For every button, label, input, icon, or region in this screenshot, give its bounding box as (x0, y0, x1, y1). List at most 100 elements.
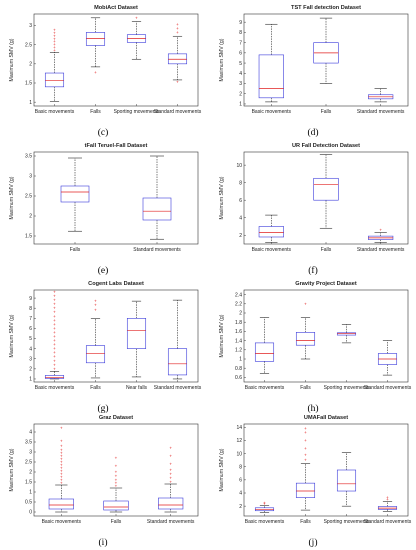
chart-title: Gravity Project Dataset (295, 281, 357, 287)
y-tick-label: 2 (29, 470, 32, 476)
panel-label: (f) (308, 266, 318, 276)
outlier-point: + (60, 426, 63, 431)
y-tick-label: 2.4 (235, 292, 242, 298)
box (258, 226, 284, 238)
outlier-point: + (304, 452, 307, 457)
outlier-point: + (53, 306, 56, 311)
y-tick-label: 1.6 (235, 329, 242, 335)
box (254, 342, 275, 362)
x-tick-label: Standard movements (357, 109, 405, 115)
outlier-point: + (169, 476, 172, 481)
outlier-point: + (115, 464, 118, 469)
x-tick-label: Basic movements (35, 385, 75, 391)
y-tick-label: 8 (239, 30, 242, 36)
outlier-point: + (176, 30, 179, 35)
outlier-point: + (53, 310, 56, 315)
y-tick-label: 3 (29, 174, 32, 180)
boxplot-chart: Gravity Project Dataset Maximum SMV (g) 0.… (219, 281, 412, 391)
outlier-point: + (53, 36, 56, 41)
chart-title: UR Fall Detection Dataset (292, 143, 360, 149)
x-tick-label: Basic movements (252, 109, 292, 115)
x-tick-label: Basic movements (252, 247, 292, 253)
outlier-point: + (53, 34, 56, 39)
box (103, 500, 129, 511)
axes-frame (243, 289, 409, 383)
x-tick-label: Sporting movements (114, 109, 160, 115)
outlier-point: + (60, 454, 63, 459)
outlier-point: + (176, 80, 179, 85)
y-tick-label: 1.2 (235, 348, 242, 354)
y-tick-label: 2.5 (25, 460, 32, 466)
x-tick-label: Standard movements (154, 385, 202, 391)
axes-frame (33, 289, 199, 383)
y-tick-label: 1.8 (235, 320, 242, 326)
y-tick-label: 3 (239, 81, 242, 87)
outlier-point: + (169, 480, 172, 485)
boxplot-chart: MobiAct Dataset Maximum SMV (g) 1 1.5 2 2.5 3 B… (9, 5, 202, 115)
outlier-point: + (135, 15, 138, 20)
outlier-point: + (53, 350, 56, 355)
chart-title: Cogent Labs Dataset (88, 281, 144, 287)
outlier-point: + (60, 463, 63, 468)
chart-panel: tFall Teruel-Fall Dataset Maximum SMV (g)… (2, 140, 204, 262)
y-tick-label: 2 (239, 504, 242, 510)
boxplot-chart: UMAFall Dataset Maximum SMV (g) 2 4 6 8 10 12 14… (219, 415, 412, 525)
outlier-point: + (94, 299, 97, 304)
y-tick-label: 1 (29, 377, 32, 383)
y-tick-label: 2 (29, 214, 32, 220)
box (295, 332, 316, 346)
y-tick-label: 7 (29, 316, 32, 322)
box (44, 72, 65, 88)
x-tick-label: Standard movements (133, 247, 181, 253)
outlier-point: + (53, 346, 56, 351)
outlier-point: + (115, 456, 118, 461)
outlier-point: + (60, 478, 63, 483)
outlier-point: + (115, 478, 118, 483)
box (258, 54, 284, 99)
axes-frame (243, 13, 409, 107)
box (254, 507, 275, 512)
y-tick-label: 0.5 (25, 500, 32, 506)
box (48, 498, 74, 510)
boxplot-chart: Graz Dataset Maximum SMV (g) 0 0.5 1 1.5 2 2.5 3… (9, 415, 199, 525)
panel-label: (h) (307, 404, 319, 414)
y-tick-label: 10 (236, 451, 242, 457)
chart-panel: UR Fall Detection Dataset Maximum SMV (g)… (212, 140, 414, 262)
outlier-point: + (169, 454, 172, 459)
y-axis-label: Maximum SMV (g) (9, 314, 15, 357)
x-tick-label: Standard movements (357, 247, 405, 253)
box (60, 185, 90, 203)
y-tick-label: 8 (29, 306, 32, 312)
outlier-point: + (304, 430, 307, 435)
y-tick-label: 4 (29, 346, 32, 352)
box (167, 348, 188, 376)
y-tick-label: 2.5 (25, 42, 32, 48)
x-tick-label: Basic movements (245, 385, 285, 391)
outlier-point: + (115, 484, 118, 489)
x-tick-label: Sporting movements (324, 519, 370, 525)
box (85, 345, 106, 364)
y-tick-label: 0 (29, 510, 32, 516)
outlier-point: + (379, 227, 382, 232)
y-axis-label: Maximum SMV (g) (219, 38, 225, 81)
outlier-point: + (60, 457, 63, 462)
chart-panel: Cogent Labs Dataset Maximum SMV (g) 1 2 3 4 5 6… (2, 278, 204, 400)
y-tick-label: 2.5 (25, 194, 32, 200)
outlier-point: + (304, 446, 307, 451)
outlier-point: + (53, 48, 56, 53)
outlier-point: + (94, 308, 97, 313)
outlier-point: + (115, 470, 118, 475)
y-tick-label: 8 (239, 180, 242, 186)
x-tick-label: Falls (90, 385, 101, 391)
y-tick-label: 1.5 (25, 81, 32, 87)
outlier-point: + (60, 469, 63, 474)
outlier-point: + (53, 290, 56, 295)
y-tick-label: 6 (29, 326, 32, 332)
outlier-point: + (53, 302, 56, 307)
outlier-point: + (53, 358, 56, 363)
outlier-point: + (169, 472, 172, 477)
y-tick-label: 5 (239, 61, 242, 67)
y-tick-label: 2.2 (235, 302, 242, 308)
chart-panel: Graz Dataset Maximum SMV (g) 0 0.5 1 1.5 2 2.5 3… (2, 412, 204, 534)
outlier-point: + (53, 31, 56, 36)
